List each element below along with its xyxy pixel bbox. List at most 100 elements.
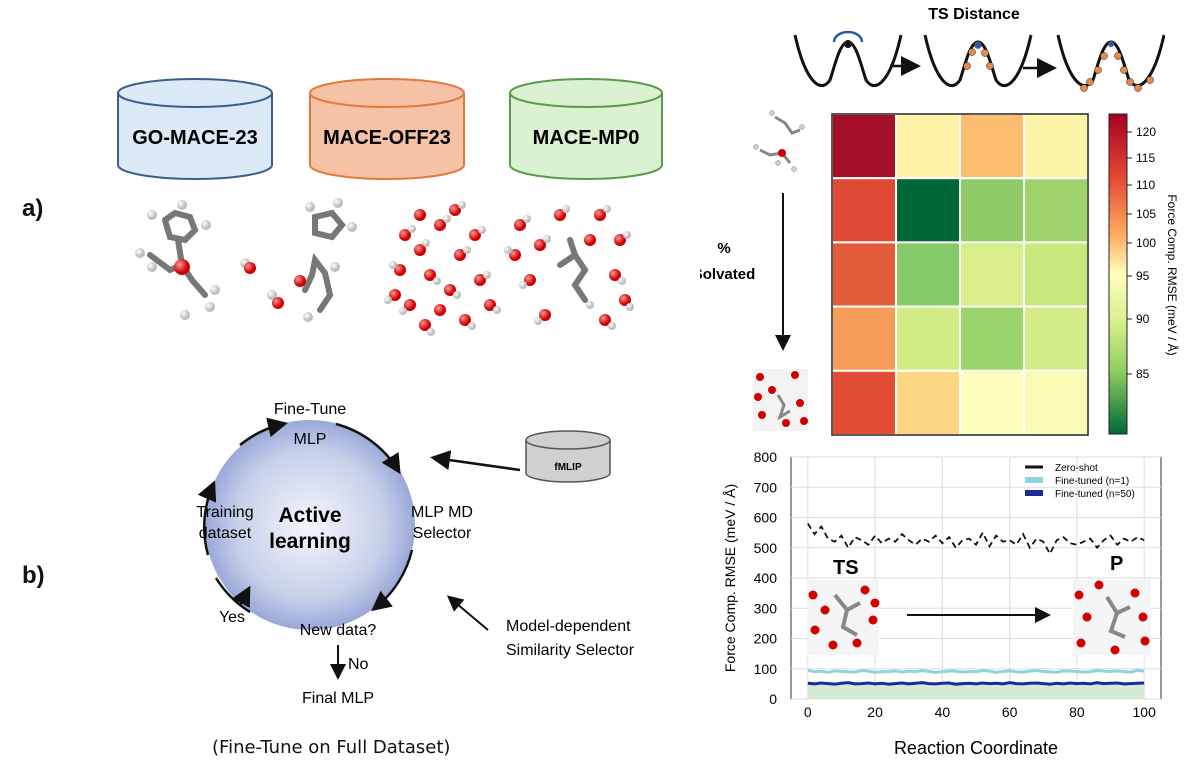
colorbar-tick-label: 115: [1136, 151, 1155, 165]
x-tick-label: 20: [867, 704, 883, 720]
heatmap-cell: [959, 305, 1025, 372]
colorbar-ticks: 120 115 110 105 100 95 90 85: [1127, 125, 1156, 381]
heatmap-cell: [895, 177, 961, 244]
colorbar-label: Force Comp. RMSE (meV / Å): [1165, 194, 1180, 355]
y-tick-label: 100: [754, 661, 778, 677]
active-label: Active: [278, 504, 341, 527]
heatmap-grid: [831, 113, 1089, 436]
series-lines: [807, 523, 1145, 686]
series-line-0: [807, 523, 1145, 556]
heatmap-panel: % Solvated 120 115 110 105 100 95 90 85 Force C…: [700, 110, 1180, 436]
ts-structure-inset: [807, 580, 880, 655]
active-learning-circle: [205, 420, 415, 630]
new-data-label: New data?: [300, 622, 377, 639]
x-tick-label: 60: [1002, 704, 1018, 720]
x-tick-label: 0: [804, 704, 812, 720]
y-tick-label: 0: [769, 691, 777, 707]
heatmap-cell: [831, 305, 897, 372]
yes-label: Yes: [219, 609, 245, 626]
gas-phase-molecule: [753, 110, 805, 172]
heatmap-cell: [1023, 241, 1089, 308]
fine-tune-label: Fine-Tune: [274, 401, 346, 418]
percent-label: %: [717, 240, 730, 257]
colorbar-tick-label: 120: [1136, 125, 1156, 139]
training-label: Training: [196, 504, 253, 521]
heatmap-cell: [831, 177, 897, 244]
legend-n1: Fine-tuned (n=1): [1055, 476, 1129, 487]
solvated-molecule: [753, 369, 808, 431]
heatmap-cell: [831, 369, 897, 436]
x-tick-label: 100: [1133, 704, 1157, 720]
heatmap-cell: [1023, 305, 1089, 372]
water-cluster-small: [384, 201, 501, 336]
colorbar-tick-label: 85: [1136, 367, 1150, 381]
database-go-mace: GO-MACE-23: [117, 78, 273, 180]
y-axis-label: Force Comp. RMSE (meV / Å): [722, 484, 738, 672]
dataset-label: dataset: [199, 525, 252, 542]
x-axis-label: Reaction Coordinate: [894, 738, 1058, 758]
colorbar-tick-label: 110: [1136, 178, 1155, 192]
y-tick-label: 700: [754, 479, 778, 495]
legend-swatch-n1: [1025, 477, 1043, 483]
fmlip-database: fMLIP: [525, 430, 611, 483]
mlp-label: MLP: [294, 431, 327, 448]
ts-distance-schematic: TS Distance: [793, 6, 1165, 92]
heatmap-cell: [895, 305, 961, 372]
molecule-structures-image: [135, 198, 634, 336]
y-axis-ticks: 0 100 200 300 400 500 600 700 800: [754, 449, 778, 707]
series-line-2: [807, 681, 1145, 686]
x-tick-label: 40: [935, 704, 951, 720]
similarity-label-2: Similarity Selector: [506, 642, 635, 659]
heatmap-cell: [1023, 369, 1089, 436]
y-tick-label: 300: [754, 600, 778, 616]
heatmap-cell: [895, 241, 961, 308]
database-label: MACE-MP0: [533, 127, 640, 149]
svg-text:fMLIP: fMLIP: [554, 462, 582, 473]
database-mace-mp: MACE-MP0: [509, 78, 663, 180]
database-label: GO-MACE-23: [132, 127, 258, 149]
x-axis-ticks: 0 20 40 60 80 100: [804, 704, 1156, 720]
selector-label: Selector: [413, 525, 472, 542]
final-mlp-label: Final MLP: [302, 690, 374, 707]
legend-n50: Fine-tuned (n=50): [1055, 489, 1135, 500]
x-tick-label: 80: [1069, 704, 1085, 720]
y-tick-label: 800: [754, 449, 778, 465]
y-tick-label: 200: [754, 631, 778, 647]
panel-label-a: a): [22, 195, 44, 222]
y-tick-label: 600: [754, 510, 778, 526]
no-label: No: [348, 656, 369, 673]
heatmap-cell: [831, 113, 897, 180]
similarity-label-1: Model-dependent: [506, 618, 631, 635]
ts-annotation: TS: [833, 557, 859, 579]
heatmap-cell: [959, 369, 1025, 436]
molecule-cyclopentane: [302, 209, 346, 313]
panel-label-b: b): [22, 562, 45, 589]
database-mace-off: MACE-OFF23: [309, 78, 465, 180]
colorbar-tick-label: 105: [1136, 207, 1156, 221]
solvated-label: Solvated: [700, 266, 755, 283]
heatmap-cell: [959, 241, 1025, 308]
y-tick-label: 400: [754, 570, 778, 586]
colorbar-tick-label: 100: [1136, 236, 1156, 250]
heatmap-cell: [831, 241, 897, 308]
database-label: MACE-OFF23: [323, 127, 451, 149]
heatmap-cell: [959, 113, 1025, 180]
colorbar-tick-label: 95: [1136, 269, 1150, 283]
heatmap-cell: [895, 113, 961, 180]
mlp-md-label: MLP MD: [411, 504, 473, 521]
product-annotation: P: [1110, 553, 1123, 575]
molecule-ring-chain: [147, 209, 208, 298]
heatmap-cell: [1023, 113, 1089, 180]
legend-zero-shot: Zero-shot: [1055, 463, 1098, 474]
baseline-band: [807, 683, 1145, 699]
fine-tune-caption: (Fine-Tune on Full Dataset): [212, 737, 451, 758]
database-row: GO-MACE-23 MACE-OFF23 MACE-MP0: [117, 78, 663, 180]
active-learning-diagram: Fine-Tune MLP Active learning MLP MD Sel…: [196, 401, 635, 707]
heatmap-cell: [1023, 177, 1089, 244]
y-tick-label: 500: [754, 540, 778, 556]
water-cluster-solvated: [504, 205, 634, 330]
colorbar-tick-label: 90: [1136, 312, 1150, 326]
legend-swatch-n50: [1025, 490, 1043, 496]
ts-distance-title: TS Distance: [928, 6, 1020, 23]
series-line-1: [807, 668, 1145, 674]
